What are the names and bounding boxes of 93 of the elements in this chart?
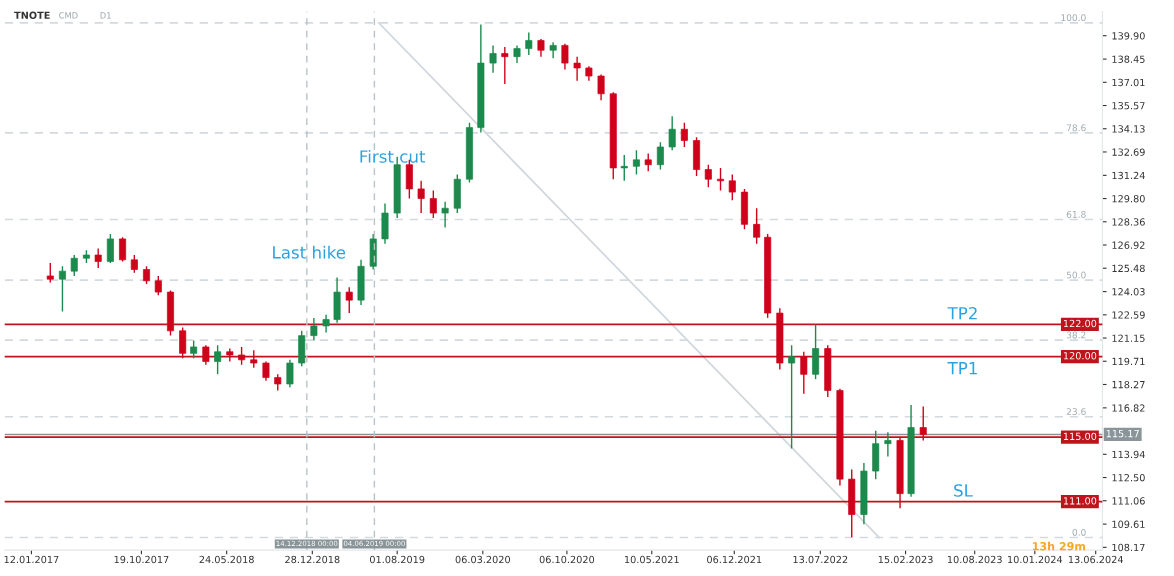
candlestick	[417, 180, 425, 214]
y-tick-label: 124.03	[1112, 288, 1145, 296]
candlestick	[632, 149, 640, 176]
candlestick	[179, 326, 187, 359]
y-tick-label: 118.27	[1112, 380, 1145, 389]
candlestick	[345, 286, 353, 314]
candlestick	[501, 46, 509, 85]
x-tick-label: 28.12.2018	[285, 555, 340, 564]
annotation: 50.0	[1066, 271, 1086, 279]
y-tick-label: 119.71	[1112, 357, 1145, 366]
x-tick-label: 01.08.2019	[369, 555, 425, 564]
candlestick	[788, 344, 796, 450]
y-tick-label: 121.15	[1112, 334, 1145, 342]
candlestick	[525, 31, 533, 56]
candlestick	[680, 122, 688, 148]
candlestick	[561, 43, 569, 71]
y-tick-label: 111.06	[1112, 497, 1145, 505]
annotation: 13h 29m	[1032, 541, 1086, 551]
y-tick-label: 108.17	[1112, 543, 1145, 552]
candlestick	[573, 55, 581, 82]
y-tick-label: 112.50	[1112, 474, 1145, 482]
candlestick	[489, 44, 497, 74]
candlestick	[46, 262, 54, 284]
x-tick-label: 06.10.2020	[539, 555, 595, 564]
x-tick-label: 12.01.2017	[4, 555, 59, 564]
y-tick-label: 129.80	[1112, 195, 1145, 203]
y-tick-label: 116.82	[1112, 404, 1145, 412]
y-tick-label: 128.36	[1112, 218, 1145, 226]
candlestick	[202, 344, 210, 366]
y-tick-label: 122.59	[1112, 311, 1145, 319]
y-tick-label: 125.48	[1112, 264, 1145, 273]
candlestick	[119, 236, 127, 263]
candlestick	[441, 201, 449, 229]
annotation: TP1	[947, 362, 977, 375]
x-tick-label: 06.12.2021	[707, 555, 762, 564]
candlestick	[94, 247, 102, 269]
candlestick	[800, 351, 808, 395]
candlestick	[597, 73, 605, 101]
annotation: 0.0	[1072, 528, 1086, 536]
y-tick-label: 135.57	[1112, 102, 1145, 110]
x-tick-label: 24.05.2018	[199, 555, 254, 564]
ref-line-label: 120.00	[1063, 352, 1097, 360]
candlestick	[704, 164, 712, 188]
annotation: D1	[100, 12, 111, 19]
candlestick	[884, 431, 892, 458]
y-tick-label: 132.69	[1112, 148, 1145, 156]
ref-line-label: 111.00	[1063, 497, 1097, 505]
x-tick-label: 10.08.2023	[947, 555, 1002, 564]
candlestick	[286, 359, 294, 388]
y-tick-label: 109.61	[1112, 520, 1145, 528]
x-tick-label: 06.03.2020	[455, 555, 511, 564]
y-tick-label: 138.45	[1112, 55, 1145, 63]
y-tick-label: 134.13	[1112, 125, 1145, 133]
chart-title: TNOTE	[14, 11, 50, 19]
candlestick	[620, 154, 628, 182]
ref-line-label: 115.00	[1063, 432, 1097, 441]
y-tick-label: 126.92	[1112, 241, 1145, 249]
y-tick-label: 131.24	[1112, 171, 1145, 180]
candlestick	[549, 41, 557, 59]
annotation: 61.8	[1066, 210, 1086, 218]
annotation: First cut	[360, 149, 426, 163]
annotation: CMD	[59, 12, 78, 19]
annotation: Last hike	[273, 245, 346, 259]
candlestick	[70, 254, 78, 277]
x-tick-label: 13.07.2022	[793, 555, 848, 564]
ref-line-label: 115.17	[1106, 430, 1139, 438]
candlestick	[753, 207, 761, 245]
candlestick	[310, 317, 318, 342]
x-tick-label: 15.02.2023	[878, 555, 933, 564]
x-tick-label: 19.10.2017	[114, 555, 169, 564]
candlestick	[668, 115, 676, 151]
annotation: 78.6	[1066, 124, 1086, 132]
candlestick	[106, 233, 114, 264]
candlestick	[656, 141, 664, 171]
y-tick-label: 113.94	[1112, 450, 1145, 459]
ref-line-label: 122.00	[1063, 319, 1097, 328]
candlestick	[429, 189, 437, 219]
candlestick	[728, 173, 736, 201]
candlestick	[214, 344, 222, 376]
x-tick-label: 10.05.2021	[624, 555, 679, 564]
y-tick-label: 137.01	[1112, 78, 1145, 87]
y-tick-label: 139.90	[1112, 32, 1145, 40]
x-tick-label: 13.06.2024	[1068, 555, 1123, 564]
annotation: SL	[954, 484, 973, 497]
candlestick	[58, 265, 66, 313]
annotation: 38.2	[1066, 331, 1086, 339]
annotation: 23.6	[1066, 408, 1086, 415]
candlestick	[919, 405, 927, 442]
annotation: 100.0	[1061, 14, 1086, 22]
candlestick	[262, 360, 270, 382]
x-tick-label: 10.01.2024	[1008, 555, 1063, 564]
candlestick	[154, 275, 162, 297]
annotation: TP2	[947, 306, 977, 320]
